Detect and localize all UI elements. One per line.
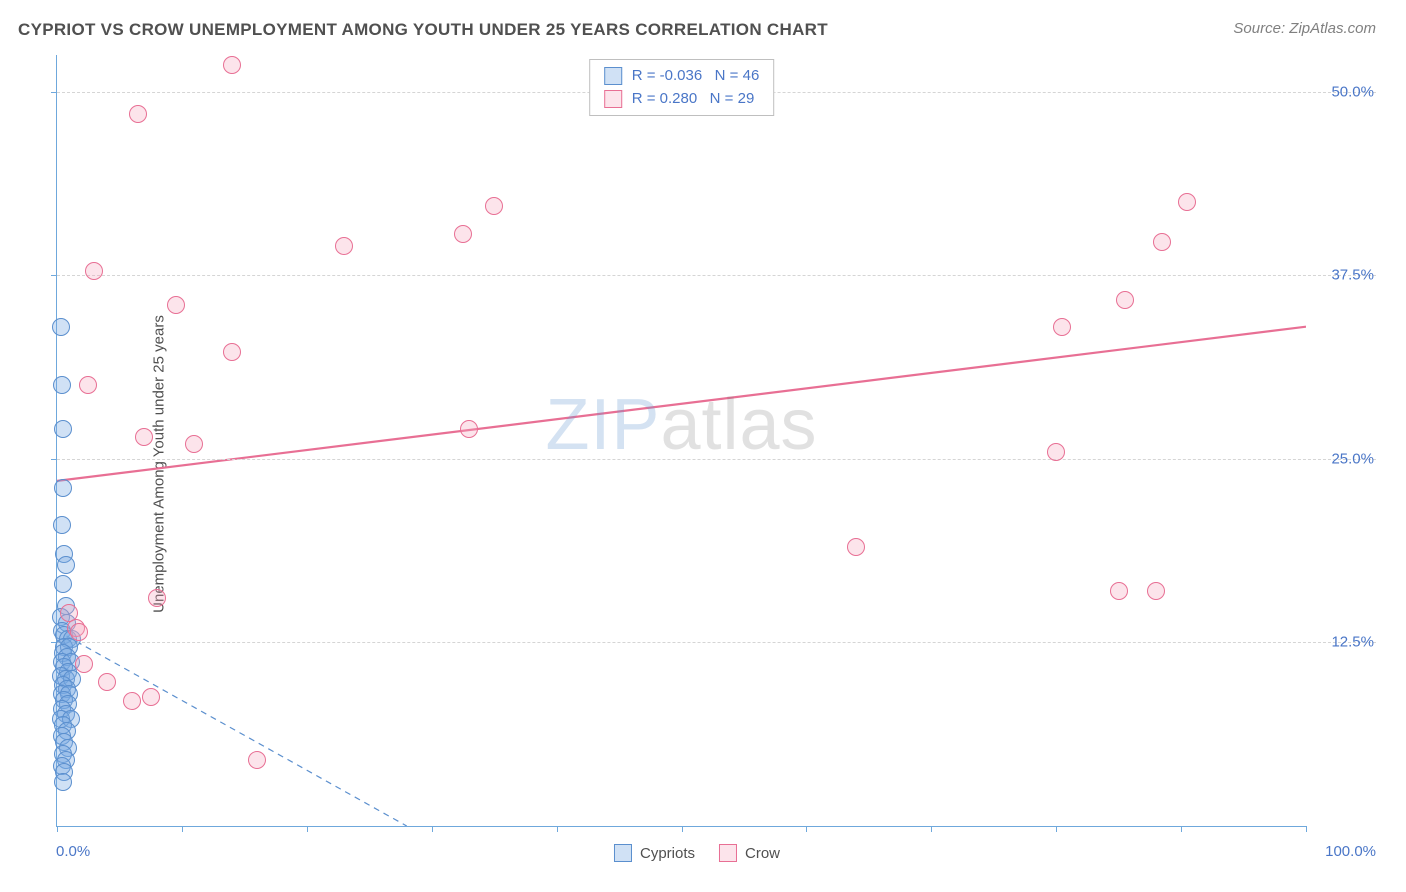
legend-series: Cypriots Crow: [614, 844, 780, 862]
data-point: [847, 538, 865, 556]
x-tick-mark: [931, 826, 932, 832]
x-tick-mark: [1056, 826, 1057, 832]
data-point: [148, 589, 166, 607]
legend-swatch: [604, 90, 622, 108]
x-tick-mark: [557, 826, 558, 832]
x-tick-mark: [57, 826, 58, 832]
data-point: [54, 773, 72, 791]
data-point: [223, 56, 241, 74]
header: CYPRIOT VS CROW UNEMPLOYMENT AMONG YOUTH…: [0, 0, 1406, 50]
x-tick-max: 100.0%: [1325, 843, 1376, 860]
y-tick-label: 37.5%: [1331, 267, 1374, 284]
data-point: [1053, 318, 1071, 336]
legend-correlation-row: R = -0.036 N = 46: [604, 65, 760, 88]
data-point: [460, 420, 478, 438]
data-point: [98, 673, 116, 691]
legend-series-label: Crow: [745, 845, 780, 862]
data-point: [129, 105, 147, 123]
watermark: ZIPatlas: [545, 384, 817, 466]
legend-swatch: [604, 67, 622, 85]
x-tick-mark: [1306, 826, 1307, 832]
data-point: [1047, 443, 1065, 461]
data-point: [1116, 291, 1134, 309]
data-point: [167, 296, 185, 314]
gridline-h: [57, 459, 1376, 460]
x-tick-mark: [307, 826, 308, 832]
data-point: [485, 197, 503, 215]
x-tick-mark: [682, 826, 683, 832]
legend-correlation-row: R = 0.280 N = 29: [604, 88, 760, 111]
data-point: [454, 225, 472, 243]
y-tick-label: 25.0%: [1331, 450, 1374, 467]
trend-line: [57, 631, 407, 826]
data-point: [79, 376, 97, 394]
x-tick-mark: [432, 826, 433, 832]
legend-swatch: [614, 844, 632, 862]
data-point: [70, 623, 88, 641]
y-tick-label: 12.5%: [1331, 634, 1374, 651]
data-point: [57, 556, 75, 574]
data-point: [85, 262, 103, 280]
legend-correlation: R = -0.036 N = 46R = 0.280 N = 29: [589, 59, 775, 116]
y-tick-mark: [51, 275, 57, 276]
data-point: [54, 420, 72, 438]
trend-line: [57, 327, 1306, 481]
legend-series-item: Cypriots: [614, 844, 695, 862]
data-point: [53, 376, 71, 394]
x-tick-min: 0.0%: [56, 843, 90, 860]
plot-region: ZIPatlas R = -0.036 N = 46R = 0.280 N = …: [56, 55, 1306, 827]
data-point: [1153, 233, 1171, 251]
data-point: [335, 237, 353, 255]
data-point: [1110, 582, 1128, 600]
data-point: [75, 655, 93, 673]
data-point: [185, 435, 203, 453]
y-tick-mark: [51, 459, 57, 460]
data-point: [1147, 582, 1165, 600]
data-point: [54, 479, 72, 497]
y-tick-label: 50.0%: [1331, 83, 1374, 100]
data-point: [248, 751, 266, 769]
legend-series-label: Cypriots: [640, 845, 695, 862]
y-tick-mark: [51, 92, 57, 93]
data-point: [1178, 193, 1196, 211]
legend-swatch: [719, 844, 737, 862]
legend-r: R = -0.036 N = 46: [632, 65, 760, 88]
gridline-h: [57, 642, 1376, 643]
data-point: [223, 343, 241, 361]
chart-area: Unemployment Among Youth under 25 years …: [18, 55, 1376, 872]
data-point: [123, 692, 141, 710]
data-point: [135, 428, 153, 446]
gridline-h: [57, 275, 1376, 276]
legend-r: R = 0.280 N = 29: [632, 88, 755, 111]
data-point: [142, 688, 160, 706]
x-tick-mark: [1181, 826, 1182, 832]
data-point: [53, 516, 71, 534]
legend-series-item: Crow: [719, 844, 780, 862]
data-point: [52, 318, 70, 336]
chart-title: CYPRIOT VS CROW UNEMPLOYMENT AMONG YOUTH…: [18, 20, 828, 40]
source-label: Source: ZipAtlas.com: [1233, 20, 1376, 37]
x-tick-mark: [182, 826, 183, 832]
data-point: [54, 575, 72, 593]
trend-lines: [57, 55, 1306, 826]
x-tick-mark: [806, 826, 807, 832]
